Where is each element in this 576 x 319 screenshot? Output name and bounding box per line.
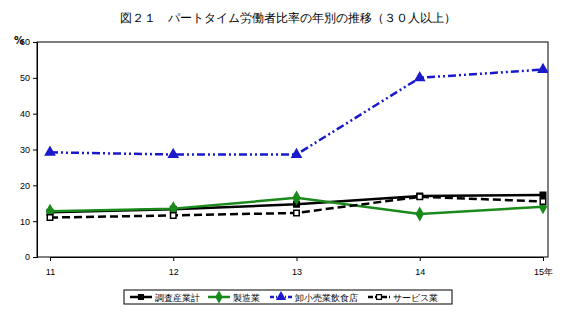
series — [47, 192, 547, 220]
marker — [417, 193, 422, 198]
marker — [47, 215, 52, 220]
legend: 調査産業計 製造業 卸小売業飲食店 サービス業 — [124, 290, 452, 304]
x-tick-mark — [50, 257, 51, 261]
legend-label: 製造業 — [233, 293, 260, 303]
x-tick-mark — [420, 257, 421, 261]
plot-area — [45, 64, 547, 220]
y-tick-label: 60 — [20, 37, 30, 47]
x-tick-label: 14 — [415, 267, 425, 277]
marker — [294, 210, 299, 215]
series — [45, 64, 547, 157]
legend-label: 卸小売業飲食店 — [295, 293, 358, 303]
y-tick-mark — [33, 114, 37, 115]
x-tick: 11 — [46, 257, 55, 277]
chart: 図２１ パートタイム労働者比率の年別の推移（３０人以上）%01020304050… — [0, 0, 576, 319]
x-tick-label: 12 — [169, 267, 179, 277]
marker — [171, 213, 176, 218]
x-tick-mark — [297, 257, 298, 261]
y-tick: 30 — [20, 145, 37, 155]
marker — [538, 64, 547, 72]
y-tick-label: 20 — [20, 181, 30, 191]
x-axis-line — [51, 258, 544, 262]
x-tick: 14 — [415, 257, 425, 277]
y-tick-label: 40 — [20, 109, 30, 119]
x-tick: 15年 — [534, 257, 553, 277]
y-axis: 0 10 20 30 40 50 60 — [20, 37, 38, 262]
legend-label: 調査産業計 — [155, 293, 200, 303]
x-tick: 13 — [292, 257, 302, 277]
marker — [415, 73, 424, 81]
x-axis: 11 12 13 14 15年 — [46, 257, 553, 277]
marker — [293, 192, 300, 204]
x-tick-label: 15年 — [534, 267, 553, 277]
y-axis-line — [33, 43, 38, 258]
y-tick-mark — [33, 78, 37, 79]
y-tick: 40 — [20, 109, 37, 119]
y-tick-mark — [33, 42, 37, 43]
series — [47, 192, 545, 215]
marker — [169, 149, 178, 157]
y-tick-mark — [33, 221, 37, 222]
marker — [416, 208, 423, 220]
marker — [417, 194, 422, 199]
x-tick: 12 — [169, 257, 179, 277]
x-tick-mark — [173, 257, 174, 261]
legend-marker — [139, 295, 144, 300]
y-tick-label: 30 — [20, 145, 30, 155]
y-tick-label: 10 — [20, 217, 30, 227]
legend-box — [124, 290, 452, 304]
y-tick-mark — [33, 185, 37, 186]
marker — [540, 199, 545, 204]
x-tick-mark — [543, 257, 544, 261]
marker — [540, 192, 545, 197]
series — [47, 194, 545, 220]
series-line — [50, 197, 543, 218]
legend-marker — [216, 292, 222, 303]
marker — [45, 147, 54, 155]
title: 図２１ パートタイム労働者比率の年別の推移（３０人以上） — [120, 11, 456, 25]
plot-frame — [37, 42, 548, 257]
y-tick: 20 — [20, 181, 37, 191]
y-tick-label: 0 — [25, 252, 30, 262]
legend-marker — [277, 292, 285, 299]
series-line — [50, 70, 543, 155]
x-tick-label: 11 — [46, 267, 55, 277]
y-tick: 0 — [25, 252, 37, 262]
y-tick-mark — [33, 257, 37, 258]
y-tick: 10 — [20, 217, 37, 227]
legend-label: サービス業 — [393, 293, 438, 303]
x-tick-label: 13 — [292, 267, 302, 277]
y-tick-label: 50 — [20, 73, 30, 83]
y-tick-mark — [33, 150, 37, 151]
legend-marker — [377, 295, 382, 300]
y-tick: 60 — [20, 37, 37, 47]
y-tick: 50 — [20, 73, 37, 83]
marker — [292, 149, 301, 157]
